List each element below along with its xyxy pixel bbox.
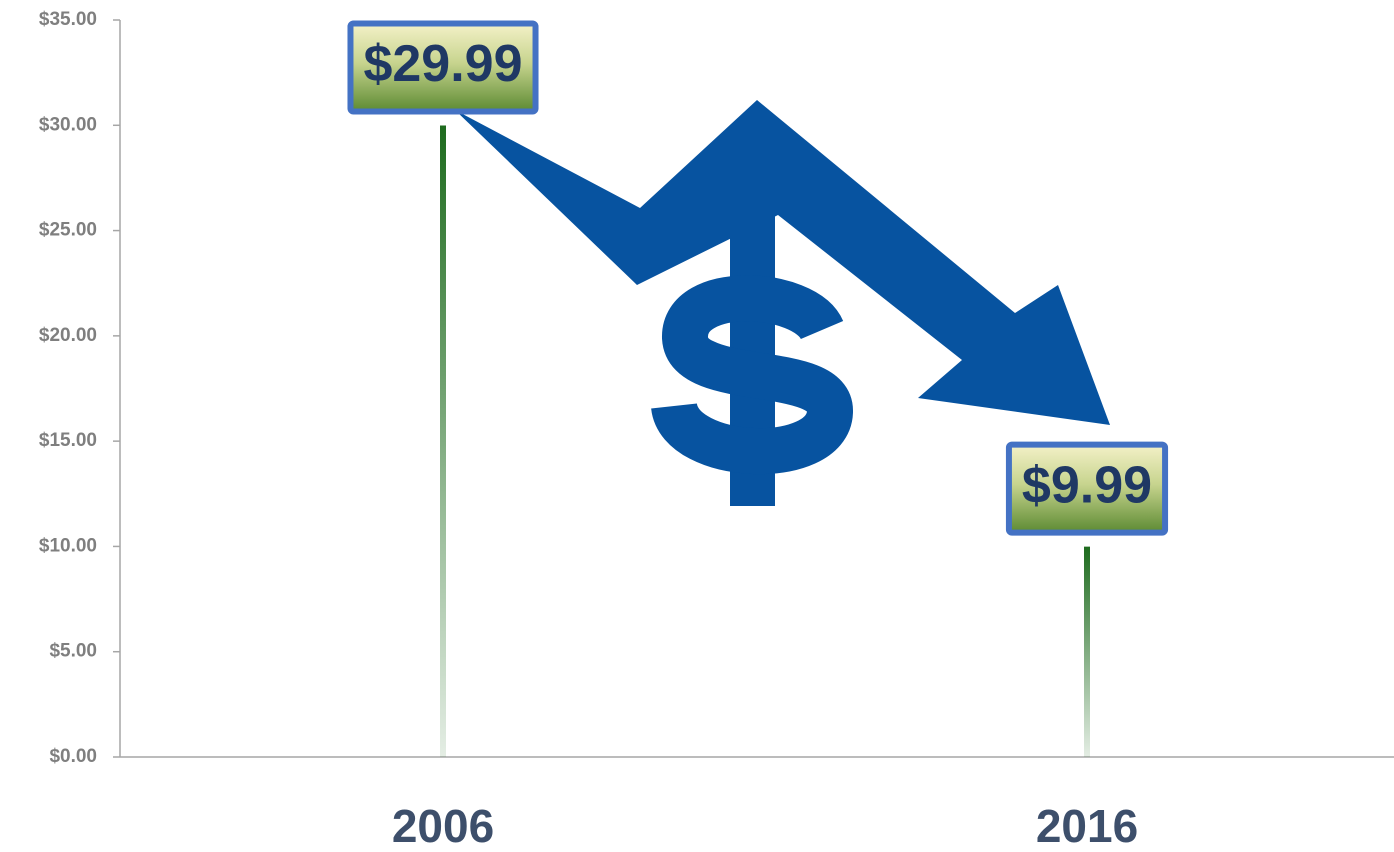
dollar-s (651, 275, 853, 475)
y-tick-label: $35.00 (39, 9, 97, 30)
y-tick-label: $5.00 (49, 641, 97, 662)
price-tag-box (1005, 441, 1169, 536)
value-label: $29.99 (363, 35, 522, 93)
value-label: $9.99 (1022, 456, 1152, 514)
trend-icon (455, 100, 1110, 506)
bar (440, 125, 446, 758)
down-arrow (455, 100, 1110, 425)
y-tick-label: $10.00 (39, 535, 97, 556)
x-tick-label: 2006 (392, 800, 494, 852)
x-tick-label: 2016 (1036, 800, 1138, 852)
y-tick-label: $0.00 (49, 746, 97, 767)
price-tag: $29.99 (347, 20, 539, 115)
y-tick-label: $15.00 (39, 430, 97, 451)
bar (1084, 546, 1090, 757)
y-tick-label: $20.00 (39, 325, 97, 346)
price-tag-box (347, 20, 539, 115)
y-tick-label: $30.00 (39, 114, 97, 135)
price-tag: $9.99 (1005, 441, 1169, 536)
y-tick-label: $25.00 (39, 220, 97, 241)
